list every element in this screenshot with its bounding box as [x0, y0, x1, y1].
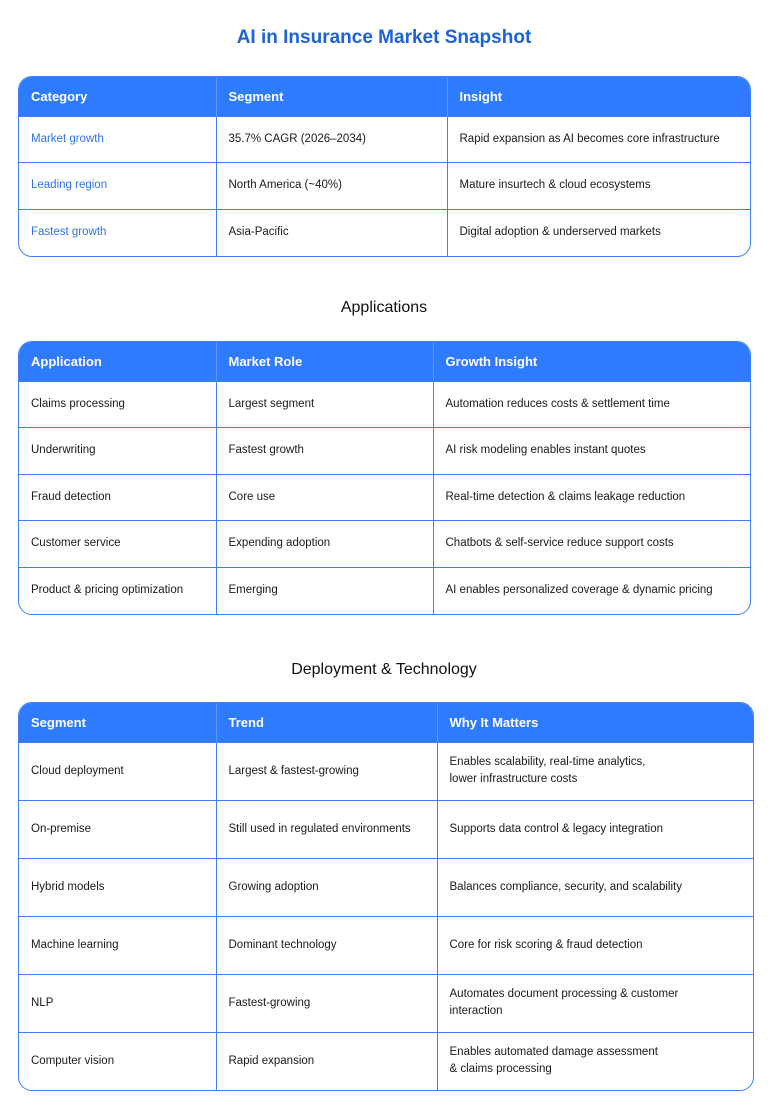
column-header: Insight: [447, 77, 750, 116]
table-cell: Enables scalability, real-time analytics…: [437, 741, 753, 800]
table-cell: Expending adoption: [216, 520, 434, 567]
table-cell: Automates document processing & customer…: [437, 973, 753, 1032]
table-row: Hybrid models Growing adoption Balances co…: [19, 857, 753, 916]
table-row: Fastest growth Asia-Pacific Digital adopti…: [19, 208, 750, 256]
column-header: Segment: [216, 77, 448, 116]
table-cell: AI risk modeling enables instant quotes: [433, 427, 750, 474]
table-cell: Core for risk scoring & fraud detection: [437, 915, 753, 974]
table-cell: Growing adoption: [216, 857, 438, 916]
table-cell: Mature insurtech & cloud ecosystems: [447, 162, 750, 209]
table-cell: Computer vision: [19, 1031, 217, 1090]
table-row: Computer vision Rapid expansion Enables au…: [19, 1031, 753, 1090]
table-cell: Leading region: [19, 162, 217, 209]
header-row: Segment Trend Why It Matters: [19, 703, 753, 742]
table-cell: Product & pricing optimization: [19, 566, 217, 614]
column-header: Category: [19, 77, 217, 116]
table-row: Fraud detection Core use Real-time detecti…: [19, 473, 750, 521]
table-cell: Largest segment: [216, 380, 434, 428]
table-cell: Still used in regulated environments: [216, 799, 438, 858]
table-cell: Market growth: [19, 115, 217, 163]
table-cell: Enables automated damage assessment & cl…: [437, 1031, 753, 1090]
table-row: Claims processing Largest segment Automati…: [19, 380, 750, 428]
deployment-technology-table: Segment Trend Why It Matters Cloud deployme…: [18, 702, 754, 1091]
table-cell: Automation reduces costs & settlement ti…: [433, 380, 750, 428]
table-row: NLP Fastest-growing Automates document pro…: [19, 973, 753, 1032]
column-header: Growth Insight: [433, 342, 750, 381]
market-snapshot-table: Category Segment Insight Market growth 35.7%…: [18, 76, 751, 257]
table-row: Customer service Expending adoption Chatbo…: [19, 520, 750, 567]
table-cell: Claims processing: [19, 380, 217, 428]
table-row: Machine learning Dominant technology Core …: [19, 915, 753, 974]
table-cell: Fraud detection: [19, 473, 217, 521]
table-cell: AI enables personalized coverage & dynam…: [433, 566, 750, 614]
table-cell: Real-time detection & claims leakage red…: [433, 473, 750, 521]
table-cell: Machine learning: [19, 915, 217, 974]
applications-table: Application Market Role Growth Insight Clai…: [18, 341, 751, 615]
table-row: Underwriting Fastest growth AI risk modeli…: [19, 427, 750, 474]
column-header: Application: [19, 342, 217, 381]
header-row: Category Segment Insight: [19, 77, 750, 116]
table-row: Product & pricing optimization Emerging AI…: [19, 566, 750, 614]
applications-heading: Applications: [340, 299, 428, 316]
table-cell: Fastest growth: [216, 427, 434, 474]
table-cell: Balances compliance, security, and scala…: [437, 857, 753, 916]
table-cell: Chatbots & self-service reduce support c…: [433, 520, 750, 567]
table-cell: Dominant technology: [216, 915, 438, 974]
table-cell: Underwriting: [19, 427, 217, 474]
table-cell: On-premise: [19, 799, 217, 858]
table-cell: Hybrid models: [19, 857, 217, 916]
table-row: Cloud deployment Largest & fastest-growin…: [19, 741, 753, 800]
table-cell: Fastest growth: [19, 208, 217, 256]
table-cell: Rapid expansion as AI becomes core infra…: [447, 115, 750, 163]
table-cell: Emerging: [216, 566, 434, 614]
table-cell: Core use: [216, 473, 434, 521]
table-cell: Asia-Pacific: [216, 208, 448, 256]
column-header: Trend: [216, 703, 438, 742]
header-row: Application Market Role Growth Insight: [19, 342, 750, 381]
table-cell: 35.7% CAGR (2026–2034): [216, 115, 448, 163]
column-header: Segment: [19, 703, 217, 742]
table-cell: Fastest-growing: [216, 973, 438, 1032]
table-cell: Supports data control & legacy integrati…: [437, 799, 753, 858]
table-row: Leading region North America (~40%) Mature…: [19, 162, 750, 209]
column-header: Market Role: [216, 342, 434, 381]
table-cell: North America (~40%): [216, 162, 448, 209]
column-header: Why It Matters: [437, 703, 753, 742]
table-row: Market growth 35.7% CAGR (2026–2034) Rapid…: [19, 115, 750, 163]
table-cell: Digital adoption & underserved markets: [447, 208, 750, 256]
table-cell: Cloud deployment: [19, 741, 217, 800]
page-title: AI in Insurance Market Snapshot: [236, 27, 532, 48]
table-cell: Customer service: [19, 520, 217, 567]
deployment-heading: Deployment & Technology: [291, 661, 477, 678]
table-cell: Rapid expansion: [216, 1031, 438, 1090]
table-cell: Largest & fastest-growing: [216, 741, 438, 800]
table-row: On-premise Still used in regulated enviro…: [19, 799, 753, 858]
table-cell: NLP: [19, 973, 217, 1032]
